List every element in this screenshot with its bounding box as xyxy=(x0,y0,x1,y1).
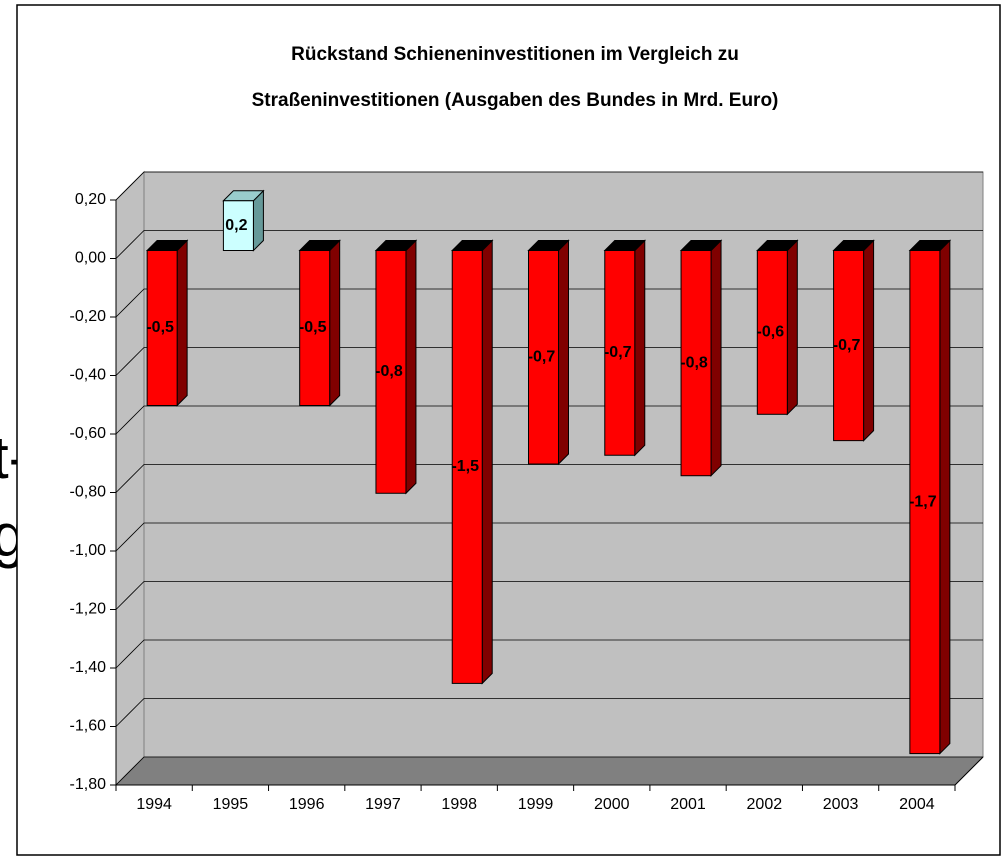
bar xyxy=(451,250,483,684)
bar xyxy=(909,250,941,755)
y-tick-label: -0,60 xyxy=(70,425,107,442)
bar-side xyxy=(176,239,188,407)
floor xyxy=(114,756,985,786)
bar-side xyxy=(863,239,875,442)
bar-side xyxy=(786,239,798,416)
bar xyxy=(756,250,788,415)
data-label: 0,2 xyxy=(225,217,247,234)
data-label: -0,5 xyxy=(299,319,327,336)
x-tick-label: 1997 xyxy=(365,796,401,813)
grid-line xyxy=(115,756,983,786)
y-tick-label: -1,80 xyxy=(70,776,107,793)
y-tick-label: -0,20 xyxy=(70,308,107,325)
bar xyxy=(833,250,865,442)
y-tick-label: -1,40 xyxy=(70,659,107,676)
grid-line xyxy=(115,639,983,669)
data-label: -0,8 xyxy=(680,354,708,371)
x-tick-label: 1999 xyxy=(518,796,554,813)
data-label: -0,6 xyxy=(757,324,785,341)
x-tick-label: 1994 xyxy=(136,796,172,813)
data-label: -1,5 xyxy=(451,458,479,475)
data-label: -1,7 xyxy=(909,493,937,510)
y-tick-label: -1,00 xyxy=(70,542,107,559)
bar-side xyxy=(558,239,569,466)
grid-line xyxy=(115,522,983,552)
y-tick-label: -0,80 xyxy=(70,484,107,501)
bar-side xyxy=(481,239,493,685)
grid-line xyxy=(115,171,983,201)
bar xyxy=(222,200,254,251)
y-tick-label: 0,20 xyxy=(75,191,106,208)
x-tick-label: 2000 xyxy=(594,796,630,813)
x-tick-label: 1998 xyxy=(441,796,477,813)
bar-side xyxy=(329,239,341,407)
bar-side xyxy=(710,239,722,477)
data-label: -0,7 xyxy=(528,348,556,365)
x-tick-label: 2003 xyxy=(823,796,859,813)
data-label: -0,8 xyxy=(375,363,403,380)
bar-side xyxy=(939,239,951,755)
data-label: -0,7 xyxy=(604,344,632,361)
x-tick-label: 1995 xyxy=(213,796,249,813)
y-tick-label: 0,00 xyxy=(75,250,106,267)
grid-line xyxy=(115,230,983,259)
bar xyxy=(528,250,559,465)
data-label: -0,7 xyxy=(833,337,861,354)
x-tick-label: 2002 xyxy=(747,796,783,813)
chart-title: Rückstand Schieneninvestitionen im Vergl… xyxy=(291,44,739,65)
grid-line xyxy=(115,581,983,610)
y-tick-label: -0,40 xyxy=(70,367,107,384)
y-tick-label: -1,20 xyxy=(70,601,107,618)
bar-side xyxy=(405,239,417,495)
data-label: -0,5 xyxy=(146,319,174,336)
chart-title: Straßeninvestitionen (Ausgaben des Bunde… xyxy=(252,90,779,111)
bar xyxy=(604,250,636,456)
x-tick-label: 2001 xyxy=(670,796,706,813)
grid-line xyxy=(115,698,983,727)
bar-side xyxy=(634,239,646,457)
x-tick-label: 1996 xyxy=(289,796,325,813)
bar xyxy=(375,250,407,494)
floor-edge xyxy=(954,756,984,786)
x-tick-label: 2004 xyxy=(899,796,935,813)
bar xyxy=(299,250,331,407)
bar xyxy=(146,250,178,407)
y-tick-label: -1,60 xyxy=(70,718,107,735)
bar xyxy=(680,250,712,477)
